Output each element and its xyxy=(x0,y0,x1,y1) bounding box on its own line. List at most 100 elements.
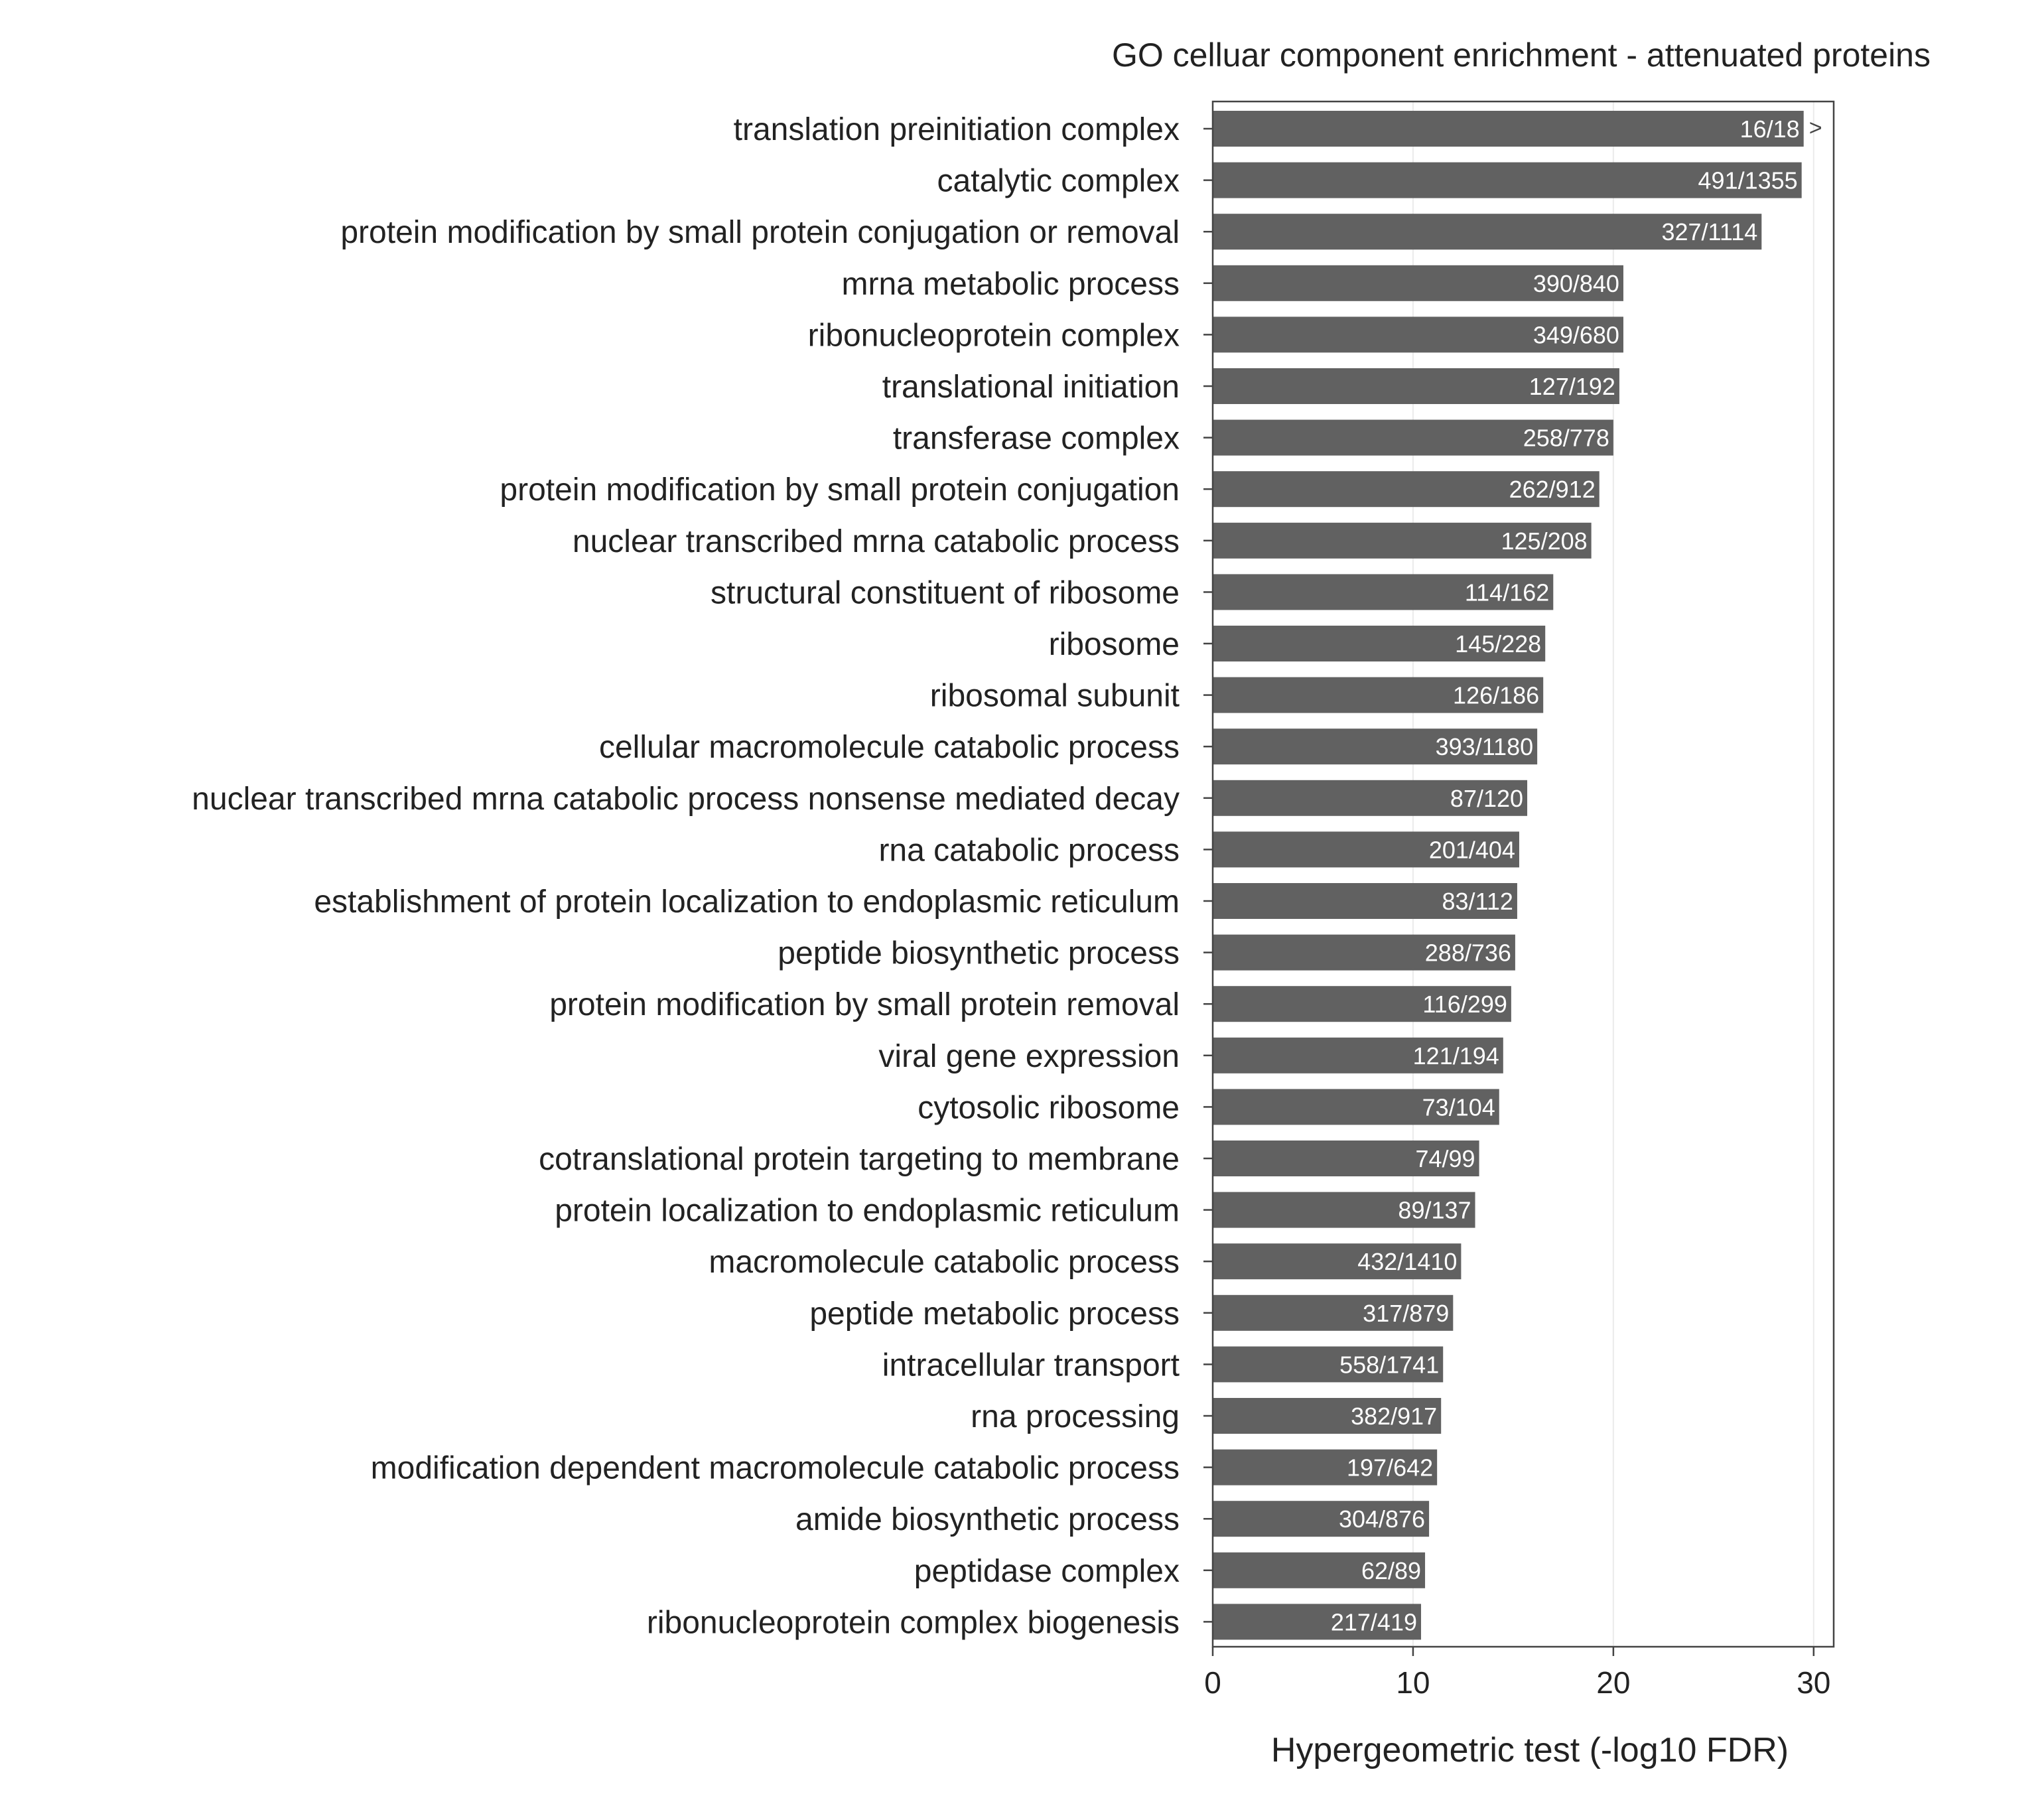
bar-value-label: 262/912 xyxy=(1509,476,1596,503)
bar xyxy=(1213,831,1519,868)
bar xyxy=(1213,419,1613,456)
bar xyxy=(1213,1089,1499,1125)
bar xyxy=(1213,1604,1422,1640)
category-label: transferase complex xyxy=(893,421,1180,456)
category-label: intracellular transport xyxy=(882,1348,1180,1383)
category-label: cotranslational protein targeting to mem… xyxy=(539,1142,1180,1177)
category-label: cellular macromolecule catabolic process xyxy=(599,730,1180,765)
category-label: establishment of protein localization to… xyxy=(314,884,1180,920)
bar xyxy=(1213,1243,1462,1280)
bar-value-label: 288/736 xyxy=(1425,939,1511,967)
bar xyxy=(1213,1552,1426,1588)
bar-value-label: 382/917 xyxy=(1351,1403,1437,1430)
bar-value-label: 258/778 xyxy=(1523,425,1609,452)
bar-value-label: 558/1741 xyxy=(1339,1351,1439,1378)
bar-value-label: 217/419 xyxy=(1331,1608,1417,1635)
category-labels: translation preinitiation complex catalyt… xyxy=(192,112,1213,1640)
category-label: amide biosynthetic process xyxy=(795,1502,1180,1537)
bar-value-label: 127/192 xyxy=(1529,373,1615,400)
category-label: ribonucleoprotein complex xyxy=(808,318,1180,353)
bar-value-label: 62/89 xyxy=(1361,1557,1421,1584)
bars xyxy=(1213,111,1804,1640)
category-label: modification dependent macromolecule cat… xyxy=(371,1451,1180,1486)
bar-value-label: 83/112 xyxy=(1442,888,1513,915)
bar-value-label: 114/162 xyxy=(1465,579,1549,606)
x-axis-label: Hypergeometric test (-log10 FDR) xyxy=(1271,1731,1789,1769)
category-label: translation preinitiation complex xyxy=(734,112,1180,147)
category-label: macromolecule catabolic process xyxy=(709,1245,1180,1280)
x-tick-label: 10 xyxy=(1396,1665,1430,1700)
bar xyxy=(1213,316,1623,353)
category-label: peptidase complex xyxy=(914,1554,1180,1589)
bar xyxy=(1213,162,1802,198)
bar-value-label: 390/840 xyxy=(1533,270,1619,297)
bar xyxy=(1213,111,1804,147)
bar-value-label: 145/228 xyxy=(1455,630,1541,658)
bar-value-label: 432/1410 xyxy=(1357,1248,1457,1275)
bar xyxy=(1213,1294,1454,1331)
category-label: ribonucleoprotein complex biogenesis xyxy=(647,1605,1180,1640)
bar-value-label: 491/1355 xyxy=(1698,167,1798,194)
category-label: peptide metabolic process xyxy=(809,1296,1180,1332)
bar-value-label: 197/642 xyxy=(1347,1454,1433,1482)
x-tick-label: 30 xyxy=(1797,1665,1830,1700)
bar xyxy=(1213,1192,1475,1228)
bar xyxy=(1213,780,1528,816)
category-label: nuclear transcribed mrna catabolic proce… xyxy=(573,524,1180,559)
category-label: structural constituent of ribosome xyxy=(711,575,1180,610)
category-label: protein modification by small protein co… xyxy=(500,472,1180,508)
category-label: ribosome xyxy=(1049,627,1180,662)
bar xyxy=(1213,986,1511,1022)
overflow-marker: > xyxy=(1809,115,1822,141)
bar-value-label: 304/876 xyxy=(1339,1505,1425,1533)
bar xyxy=(1213,1449,1438,1486)
category-label: nuclear transcribed mrna catabolic proce… xyxy=(192,782,1180,817)
bar-value-label: 16/18 xyxy=(1740,115,1800,143)
bar xyxy=(1213,522,1592,559)
bar-value-label: 349/680 xyxy=(1533,321,1619,348)
category-label: protein modification by small protein re… xyxy=(549,987,1180,1022)
category-label: translational initiation xyxy=(882,370,1180,405)
bar xyxy=(1213,626,1546,661)
x-tick-label: 20 xyxy=(1596,1665,1630,1700)
category-label: rna processing xyxy=(971,1399,1180,1434)
bar xyxy=(1213,934,1515,971)
bar xyxy=(1213,1141,1479,1176)
bar xyxy=(1213,214,1762,250)
bar xyxy=(1213,677,1544,713)
bar-value-label: 327/1114 xyxy=(1661,218,1757,245)
bar xyxy=(1213,471,1600,508)
bar xyxy=(1213,883,1517,919)
grid-lines xyxy=(1412,102,1814,1647)
bar-value-label: 317/879 xyxy=(1363,1300,1449,1327)
bar-value-label: 201/404 xyxy=(1429,836,1515,863)
bar xyxy=(1213,265,1623,301)
category-label: protein localization to endoplasmic reti… xyxy=(555,1194,1180,1229)
bar xyxy=(1213,1398,1442,1434)
bar xyxy=(1213,1346,1444,1383)
category-label: protein modification by small protein co… xyxy=(340,215,1180,250)
category-label: mrna metabolic process xyxy=(841,267,1180,302)
chart-title: GO celluar component enrichment - attenu… xyxy=(1112,36,1931,74)
bar xyxy=(1213,1037,1503,1073)
bar-value-label: 73/104 xyxy=(1422,1093,1495,1121)
bar-value-label: 89/137 xyxy=(1398,1197,1471,1224)
category-label: viral gene expression xyxy=(878,1039,1180,1074)
bar-value-label: 116/299 xyxy=(1422,991,1507,1018)
bar-value-label: 121/194 xyxy=(1413,1042,1499,1070)
bar-value-label: 87/120 xyxy=(1450,785,1523,812)
bar-labels: 16/18 491/1355 327/1114 390/840 349/680 127/1… xyxy=(1331,115,1822,1635)
bar xyxy=(1213,1501,1430,1537)
category-label: peptide biosynthetic process xyxy=(778,936,1180,971)
category-label: catalytic complex xyxy=(937,164,1180,199)
category-label: rna catabolic process xyxy=(878,833,1180,868)
bar-value-label: 393/1180 xyxy=(1436,733,1533,760)
bar xyxy=(1213,574,1554,610)
plot-frame xyxy=(1211,100,1835,1648)
category-label: cytosolic ribosome xyxy=(918,1090,1180,1125)
x-tick-label: 0 xyxy=(1204,1665,1221,1700)
bar xyxy=(1213,728,1538,765)
bar xyxy=(1213,368,1619,404)
